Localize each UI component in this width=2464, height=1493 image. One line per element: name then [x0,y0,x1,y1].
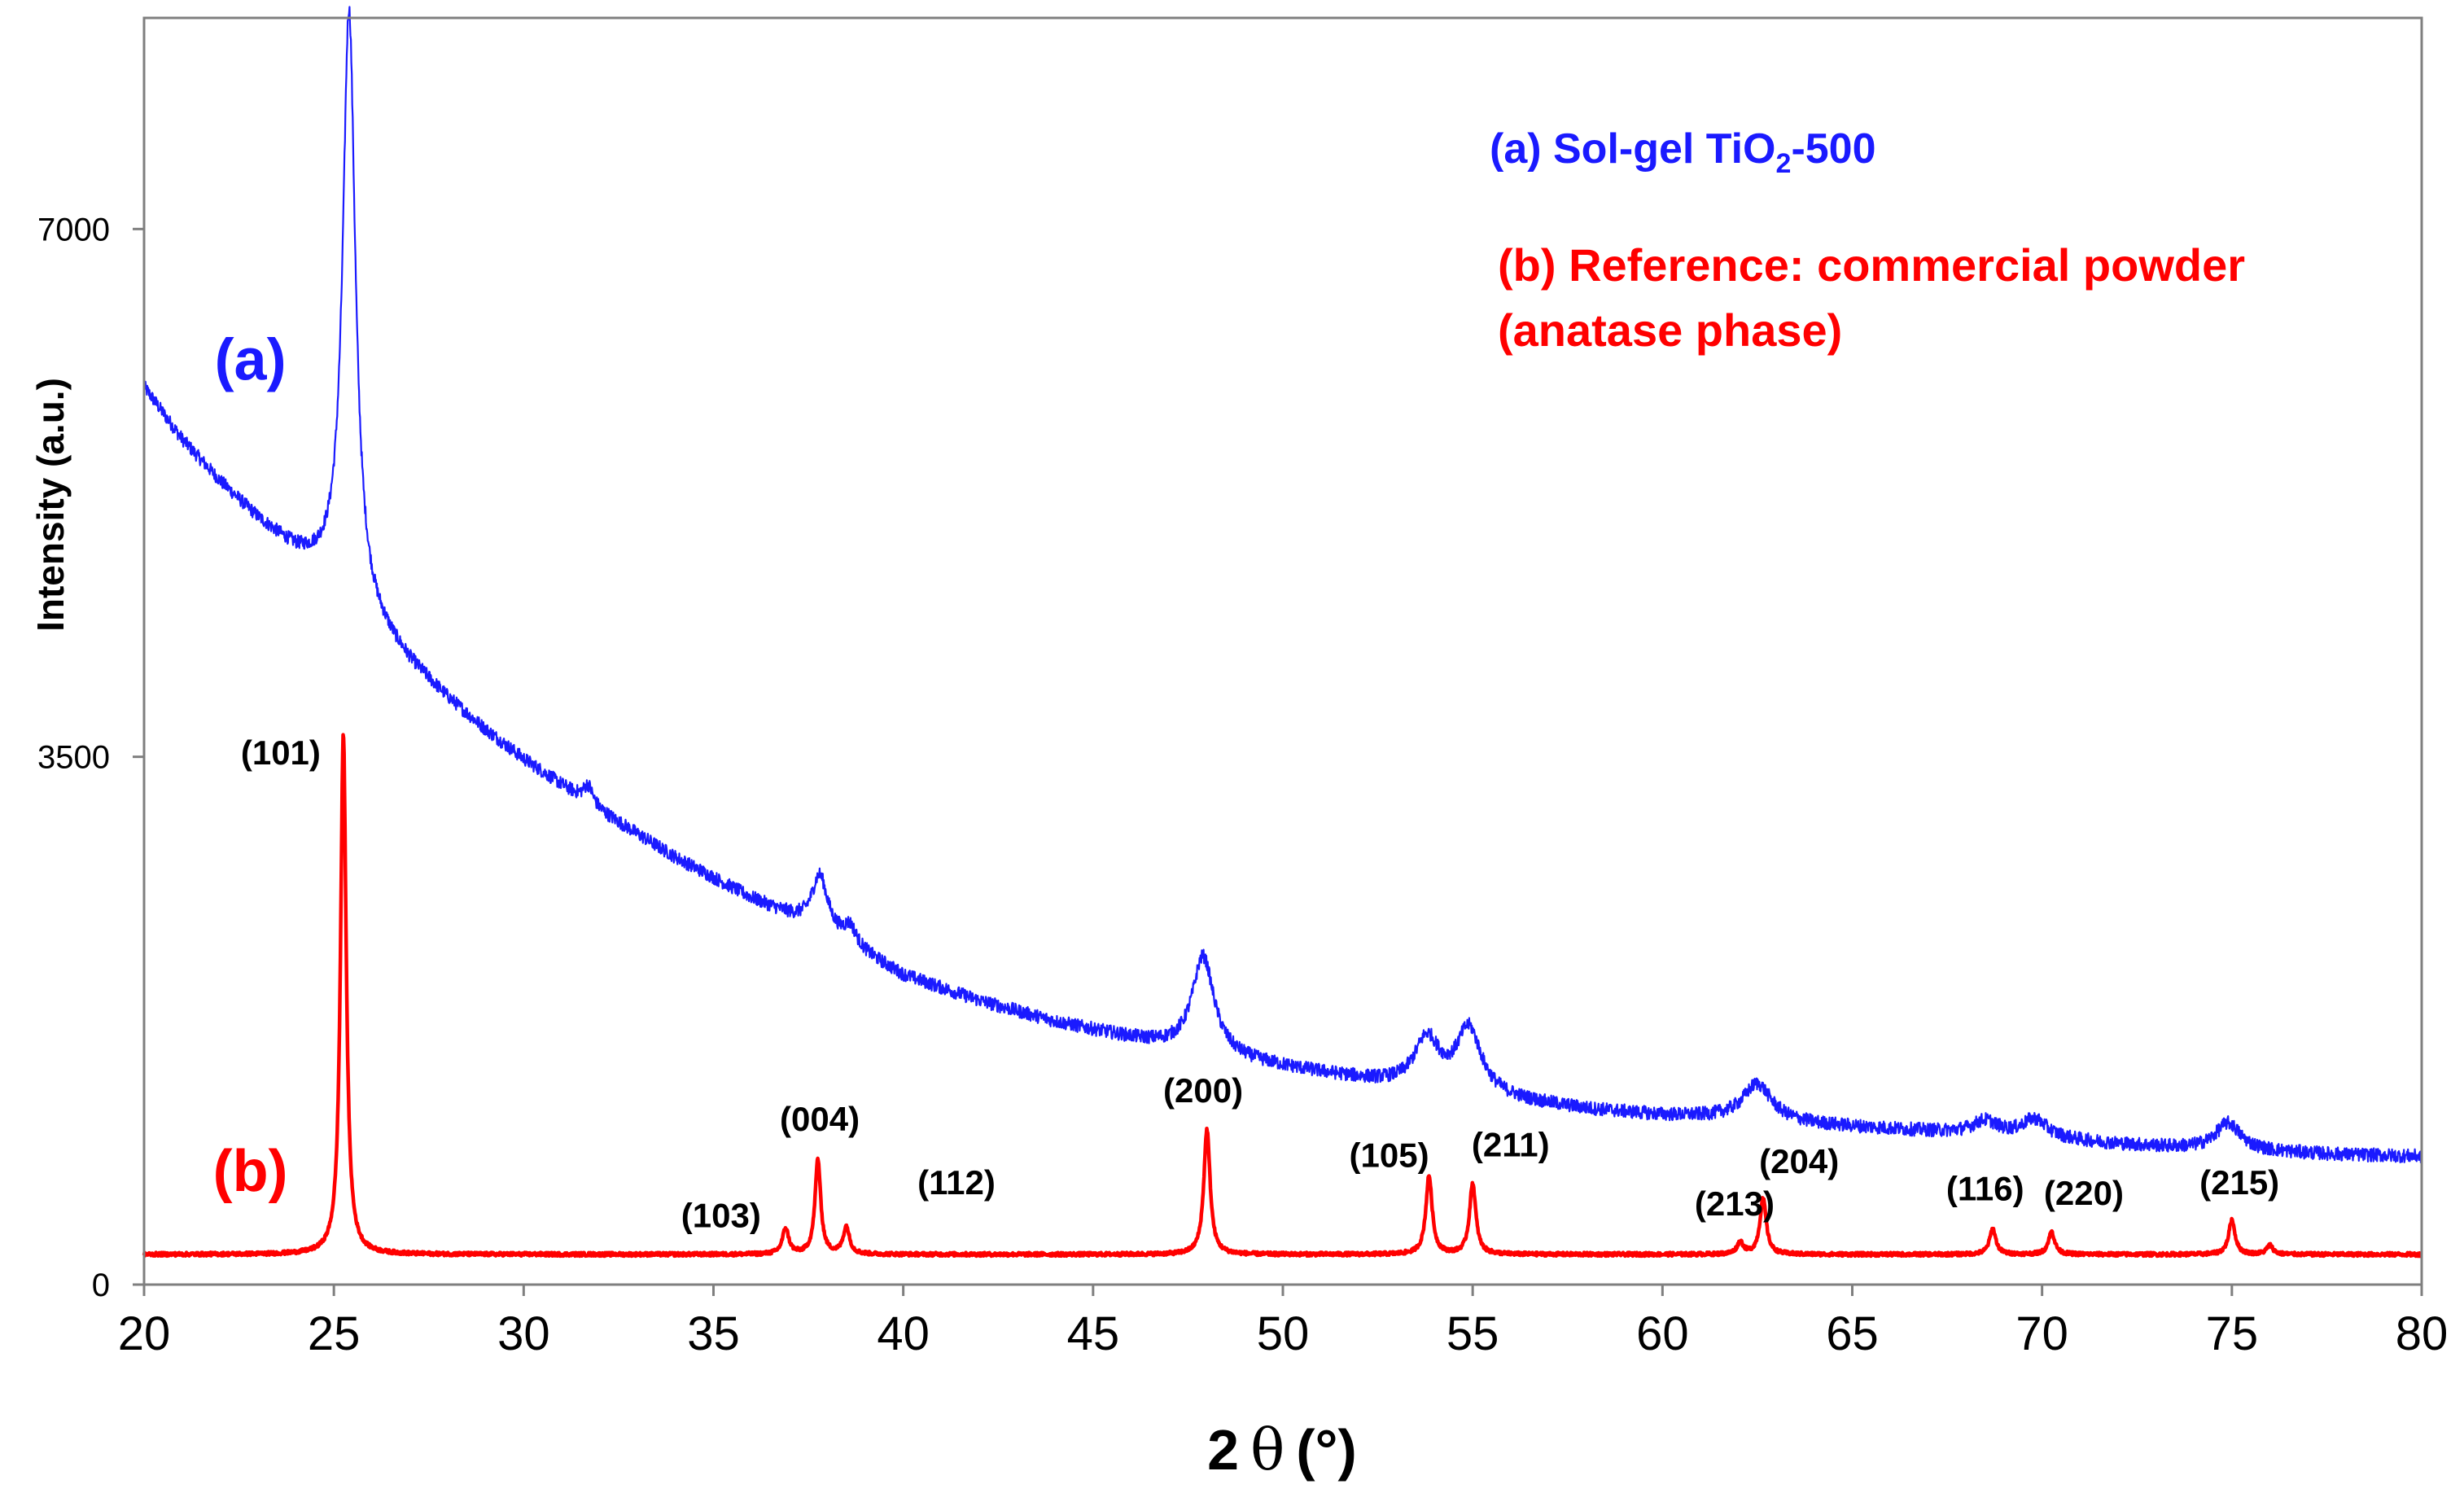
y-tick-label: 7000 [37,212,110,247]
x-axis-label-main: 2 [1207,1418,1239,1482]
peak-label: (220) [2044,1174,2124,1212]
x-tick-label: 80 [2396,1307,2449,1360]
peak-label: (200) [1163,1071,1243,1110]
legend-entry-b-phase: (anatase phase) [1498,304,1842,356]
xrd-chart: (a) (b) 20 25 30 35 40 45 50 55 60 65 70 75 80 0 3500 70… [0,0,2464,1493]
x-axis-label-unit: (°) [1296,1418,1357,1482]
peak-label: (211) [1472,1126,1550,1164]
x-axis-label: 2 θ (°) [1207,1416,1357,1483]
peak-label: (204) [1759,1142,1839,1180]
x-axis-label-theta: θ [1250,1416,1285,1483]
x-tick-label: 50 [1257,1307,1310,1360]
x-tick-label: 35 [687,1307,740,1360]
chart-background [0,0,2464,1493]
legend-entry-a-suffix: -500 [1791,125,1875,173]
legend-entry-b: (b) Reference: commercial powder [1498,239,2245,291]
peak-label: (116) [1946,1169,2024,1207]
x-tick-label: 75 [2206,1307,2259,1360]
x-tick-label: 45 [1067,1307,1120,1360]
x-tick-label: 30 [497,1307,550,1360]
series-label-a: (a) [215,328,287,393]
series-label-b: (b) [213,1139,288,1204]
peak-label: (101) [241,733,321,772]
x-tick-label: 55 [1446,1307,1499,1360]
y-axis-label: Intensity (a.u.) [29,378,72,632]
peak-label: (105) [1350,1136,1429,1175]
x-tick-label: 40 [877,1307,930,1360]
y-tick-label: 3500 [37,740,110,776]
x-tick-label: 65 [1826,1307,1879,1360]
legend-entry-a-prefix: (a) Sol-gel TiO [1490,125,1776,173]
peak-label: (103) [681,1197,761,1235]
x-tick-label: 70 [2015,1307,2068,1360]
peak-label: (004) [780,1100,860,1138]
y-tick-label: 0 [92,1268,110,1303]
x-tick-label: 25 [308,1307,361,1360]
peak-label: (215) [2199,1163,2279,1202]
peak-label: (112) [917,1163,996,1202]
x-tick-label: 60 [1636,1307,1689,1360]
peak-label: (213) [1695,1184,1775,1223]
legend-entry-a: (a) Sol-gel TiO2-500 [1490,125,1876,179]
legend-entry-a-subscript: 2 [1776,148,1792,179]
x-tick-label: 20 [118,1307,171,1360]
